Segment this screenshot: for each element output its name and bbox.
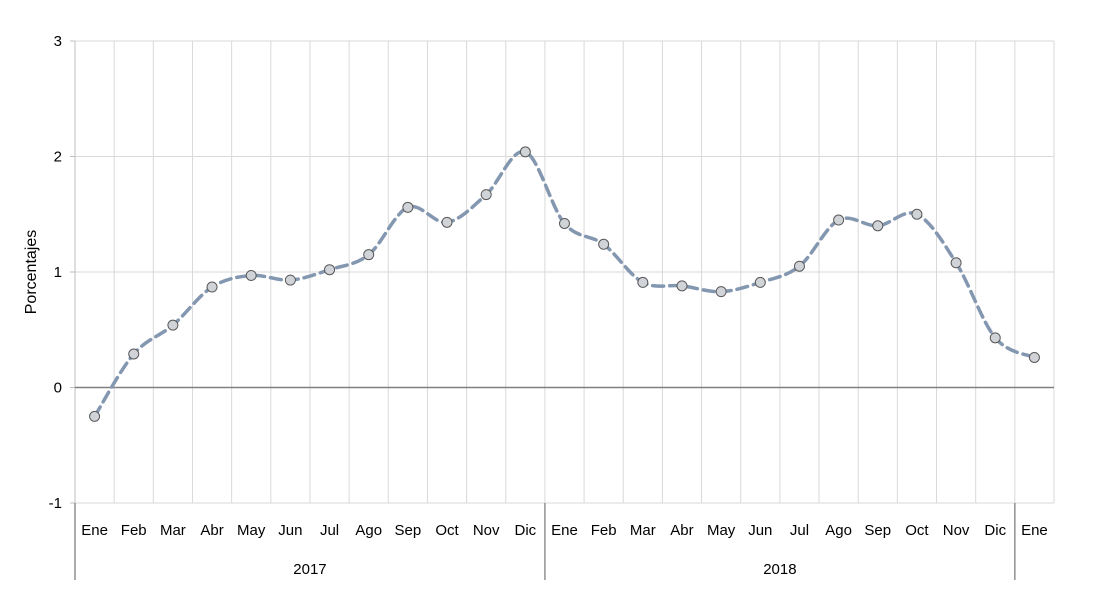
y-tick-label: -1 [49,495,62,512]
y-tick-label: 2 [54,149,62,166]
data-point [833,214,845,226]
x-tick-label: Jul [320,522,339,539]
data-point [284,274,296,286]
data-points [89,146,1040,422]
data-point [559,217,570,229]
year-group-label: 2017 [293,561,326,578]
x-tick-label: Jun [278,522,302,539]
x-tick-label: Oct [905,522,929,539]
data-point [598,238,610,250]
x-tick-label: Ago [355,522,382,539]
x-tick-label: Ago [825,522,852,539]
x-tick-label: Oct [435,522,459,539]
data-point [715,286,727,298]
x-tick-label: Jun [748,522,772,539]
series-path [92,149,1037,419]
data-point [206,281,218,293]
data-point [950,257,962,269]
x-axis: Ene Feb Mar Abr May Jun Jul Ago Sep Oct Nov Dic Ene F… [74,503,1048,580]
data-point [676,280,688,292]
x-tick-label: Mar [160,522,186,539]
y-tick-label: 1 [54,264,62,281]
data-point [793,260,805,272]
data-point [519,146,531,158]
x-tick-label: Feb [591,522,617,539]
x-tick-label: Nov [473,522,500,539]
x-tick-label: Abr [200,522,223,539]
x-tick-label: Ene [81,522,108,539]
data-point [1028,351,1040,363]
x-tick-label: Sep [395,522,422,539]
series-line [92,149,1037,419]
data-point [402,201,414,213]
x-tick-label: Nov [943,522,970,539]
x-tick-label: Ene [551,522,578,539]
x-tick-label: Dic [515,522,537,539]
data-point [911,208,923,220]
data-point [754,276,766,288]
data-point [245,269,257,281]
y-tick-labels: -1 0 1 2 3 [49,33,62,512]
grid-lines [70,40,1055,504]
data-point [637,276,649,288]
year-group-label: 2018 [763,561,796,578]
data-point [989,332,1001,344]
data-point [363,249,375,261]
data-point [128,348,140,360]
data-point [441,216,453,228]
y-axis-label: Porcentajes [23,230,40,315]
x-tick-label: Abr [670,522,693,539]
x-tick-label: Ene [1021,522,1048,539]
x-tick-label: Jul [790,522,809,539]
x-tick-label: Dic [984,522,1006,539]
data-point [480,189,492,201]
data-point [872,220,884,232]
data-point [324,264,336,276]
data-point [167,319,179,331]
x-tick-label: Mar [630,522,656,539]
x-tick-label: May [237,522,266,539]
y-tick-label: 0 [54,380,62,397]
x-tick-label: Feb [121,522,147,539]
x-tick-label: May [707,522,736,539]
data-point [89,410,101,422]
x-tick-label: Sep [864,522,891,539]
y-tick-label: 3 [54,33,62,50]
